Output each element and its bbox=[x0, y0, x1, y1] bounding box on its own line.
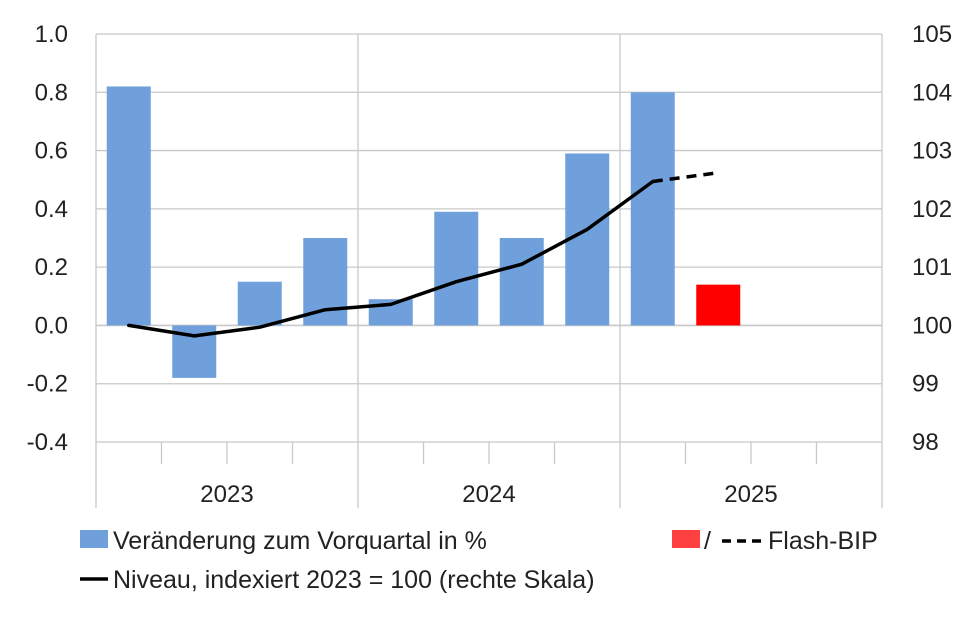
bar bbox=[565, 153, 610, 326]
lines bbox=[127, 170, 719, 338]
legend: Veränderung zum Vorquartal in % / Flash-… bbox=[80, 527, 878, 594]
legend-flash-separator: / bbox=[704, 527, 711, 555]
y-left-tick-label: 0.6 bbox=[35, 138, 68, 165]
y-left-tick-label: 1.0 bbox=[35, 21, 68, 48]
x-year-label: 2024 bbox=[462, 481, 515, 508]
bar bbox=[434, 211, 479, 326]
bars bbox=[106, 86, 741, 378]
bar bbox=[237, 281, 282, 326]
y-left-tick-label: 0.8 bbox=[35, 79, 68, 106]
bar bbox=[630, 92, 675, 326]
y-left-tick-label: -0.4 bbox=[27, 429, 68, 456]
y-right-tick-label: 102 bbox=[912, 196, 952, 223]
legend-line-label: Niveau, indexiert 2023 = 100 (rechte Ska… bbox=[113, 566, 595, 594]
legend-bar-label: Veränderung zum Vorquartal in % bbox=[113, 527, 487, 555]
axes: -0.4 -0.2 0.0 0.2 0.4 0.6 0.8 1.0 98 99 100 101 102 1… bbox=[27, 21, 952, 508]
bar bbox=[499, 238, 544, 326]
flash-level-line bbox=[652, 170, 719, 184]
legend-flash-label: Flash-BIP bbox=[768, 527, 878, 555]
legend-flash-swatch bbox=[672, 530, 700, 548]
level-line bbox=[127, 179, 655, 338]
y-right-tick-label: 105 bbox=[912, 21, 952, 48]
legend-bar-swatch bbox=[80, 530, 108, 548]
y-left-tick-label: 0.4 bbox=[35, 196, 68, 223]
x-year-label: 2025 bbox=[724, 481, 777, 508]
y-right-tick-label: 98 bbox=[912, 429, 939, 456]
y-left-tick-label: -0.2 bbox=[27, 371, 68, 398]
bar bbox=[106, 86, 151, 326]
y-right-tick-label: 103 bbox=[912, 138, 952, 165]
gridlines bbox=[95, 33, 883, 508]
y-right-tick-label: 99 bbox=[912, 371, 939, 398]
y-right-tick-label: 101 bbox=[912, 254, 952, 281]
y-right-tick-label: 104 bbox=[912, 79, 952, 106]
x-year-label: 2023 bbox=[200, 481, 253, 508]
y-left-tick-label: 0.0 bbox=[35, 312, 68, 339]
bar bbox=[696, 284, 741, 326]
y-left-tick-label: 0.2 bbox=[35, 254, 68, 281]
y-right-tick-label: 100 bbox=[912, 312, 952, 339]
